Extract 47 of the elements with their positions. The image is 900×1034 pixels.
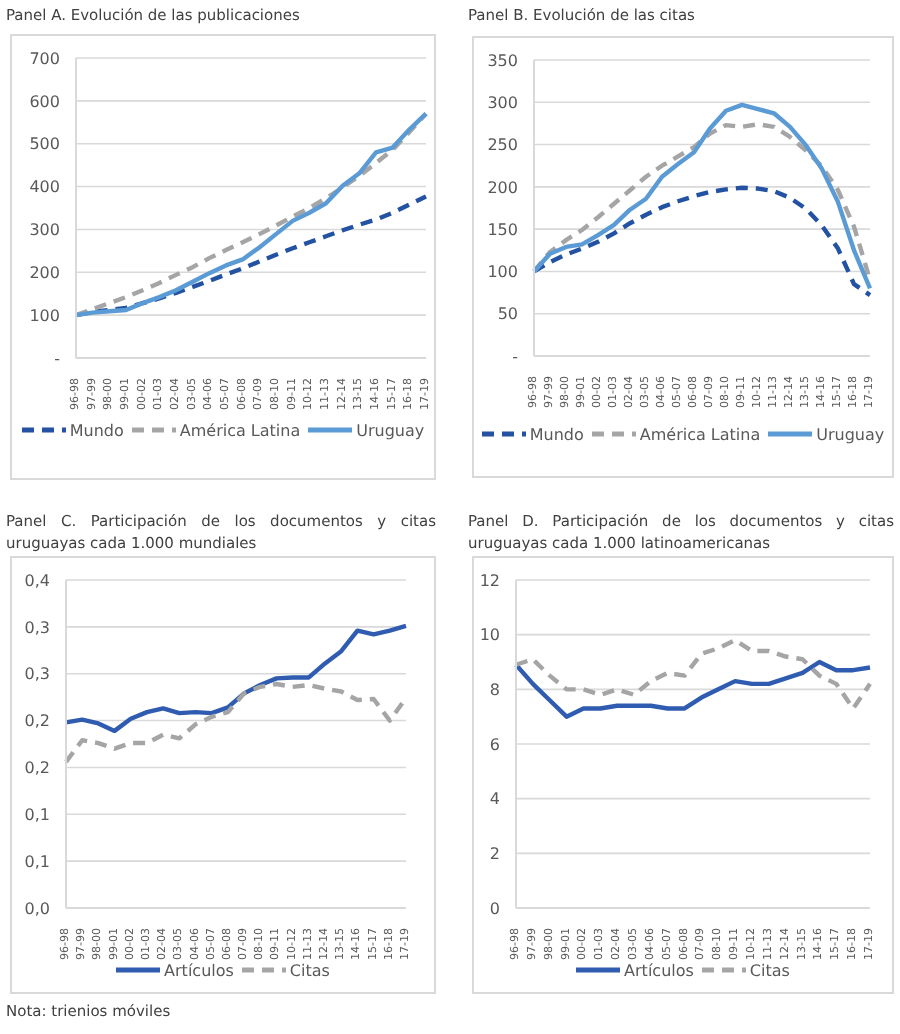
y-tick-label: 0,2	[24, 759, 50, 778]
legend-label: Uruguay	[356, 421, 425, 439]
y-tick-label: 6	[489, 735, 500, 754]
line-series	[63, 681, 409, 765]
y-tick-label: 8	[489, 681, 500, 700]
y-tick-label: 0,2	[24, 712, 50, 731]
legend-label: América Latina	[639, 425, 761, 443]
y-tick-label: 200	[487, 178, 518, 197]
y-tick-label: 300	[29, 221, 60, 240]
legend-label: Citas	[289, 961, 330, 979]
legend-label: Artículos	[624, 961, 694, 979]
legend-label: Mundo	[69, 421, 124, 439]
y-tick-label: 600	[29, 92, 60, 111]
line-series	[531, 185, 873, 298]
line-series	[513, 659, 873, 719]
y-tick-label: -	[54, 349, 61, 368]
y-tick-label: 100	[29, 306, 60, 325]
y-tick-label: 0,3	[24, 618, 50, 637]
line-series	[63, 623, 409, 734]
y-tick-label: 0,4	[24, 571, 50, 590]
y-tick-label: -	[512, 347, 519, 366]
y-tick-label: 700	[29, 49, 60, 68]
y-tick-label: 200	[29, 263, 60, 282]
y-tick-label: 250	[487, 136, 518, 155]
y-tick-label: 50	[497, 305, 518, 324]
y-tick-label: 100	[487, 263, 518, 282]
line-series	[513, 637, 873, 711]
y-tick-label: 400	[29, 178, 60, 197]
y-tick-label: 500	[29, 135, 60, 154]
y-tick-label: 4	[489, 790, 500, 809]
y-tick-label: 300	[487, 93, 518, 112]
y-tick-label: 0,3	[24, 665, 50, 684]
y-tick-label: 10	[479, 626, 500, 645]
y-tick-label: 0,1	[24, 805, 50, 824]
y-tick-label: 150	[487, 220, 518, 239]
legend-label: Mundo	[529, 425, 584, 443]
y-tick-label: 0,0	[24, 899, 50, 918]
y-tick-label: 0	[489, 899, 500, 918]
legend-label: Artículos	[164, 961, 234, 979]
legend-label: América Latina	[179, 421, 301, 439]
y-tick-label: 12	[479, 571, 500, 590]
legend-label: Uruguay	[816, 425, 885, 443]
y-tick-label: 350	[487, 51, 518, 70]
y-tick-label: 0,1	[24, 852, 50, 871]
line-series	[73, 111, 429, 318]
legend-label: Citas	[749, 961, 790, 979]
y-tick-label: 2	[489, 845, 500, 864]
